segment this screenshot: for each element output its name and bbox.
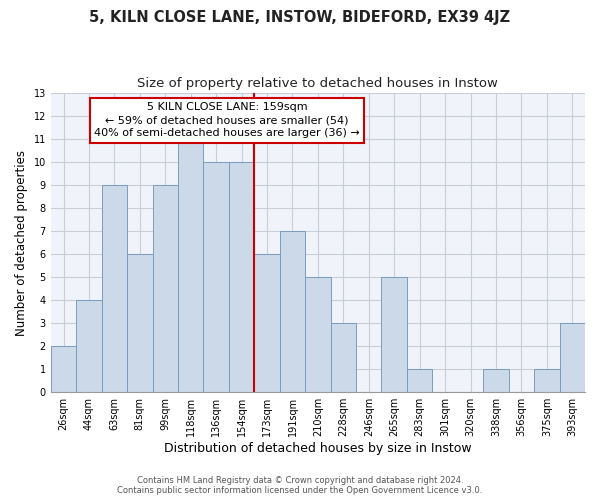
Bar — [382, 277, 407, 392]
Bar — [407, 369, 433, 392]
Bar — [305, 277, 331, 392]
Bar — [76, 300, 101, 392]
Bar — [534, 369, 560, 392]
Bar — [560, 323, 585, 392]
Text: Contains HM Land Registry data © Crown copyright and database right 2024.
Contai: Contains HM Land Registry data © Crown c… — [118, 476, 482, 495]
Bar — [483, 369, 509, 392]
Bar — [127, 254, 152, 392]
Bar — [280, 231, 305, 392]
Bar — [178, 139, 203, 392]
Bar — [203, 162, 229, 392]
Bar — [254, 254, 280, 392]
Bar — [51, 346, 76, 392]
Text: 5 KILN CLOSE LANE: 159sqm
← 59% of detached houses are smaller (54)
40% of semi-: 5 KILN CLOSE LANE: 159sqm ← 59% of detac… — [94, 102, 360, 139]
Text: 5, KILN CLOSE LANE, INSTOW, BIDEFORD, EX39 4JZ: 5, KILN CLOSE LANE, INSTOW, BIDEFORD, EX… — [89, 10, 511, 25]
X-axis label: Distribution of detached houses by size in Instow: Distribution of detached houses by size … — [164, 442, 472, 455]
Bar — [331, 323, 356, 392]
Title: Size of property relative to detached houses in Instow: Size of property relative to detached ho… — [137, 78, 499, 90]
Bar — [229, 162, 254, 392]
Bar — [152, 185, 178, 392]
Y-axis label: Number of detached properties: Number of detached properties — [15, 150, 28, 336]
Bar — [101, 185, 127, 392]
